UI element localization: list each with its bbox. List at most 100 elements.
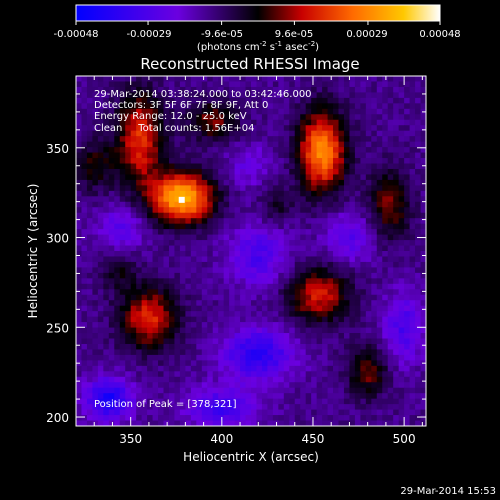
heatmap-cell — [365, 382, 372, 389]
heatmap-cell — [360, 212, 367, 219]
heatmap-cell — [278, 261, 285, 268]
heatmap-cell — [300, 360, 307, 367]
heatmap-cell — [371, 343, 378, 350]
heatmap-cell — [179, 415, 186, 421]
heatmap-cell — [141, 158, 148, 164]
heatmap-cell — [125, 114, 132, 121]
heatmap-cell — [185, 393, 192, 400]
heatmap-cell — [283, 245, 290, 252]
heatmap-cell — [398, 311, 405, 318]
heatmap-cell — [322, 349, 328, 356]
heatmap-cell — [119, 229, 126, 235]
heatmap-cell — [196, 311, 203, 318]
heatmap-cell — [409, 158, 416, 164]
heatmap-cell — [338, 125, 345, 132]
heatmap-cell — [207, 119, 214, 126]
heatmap-cell — [212, 420, 219, 427]
heatmap-cell — [201, 234, 208, 241]
heatmap-cell — [365, 365, 372, 372]
heatmap-cell — [190, 141, 197, 148]
heatmap-cell — [234, 196, 241, 203]
heatmap-cell — [103, 387, 110, 394]
heatmap-cell — [147, 97, 153, 104]
heatmap-cell — [409, 141, 416, 148]
heatmap-cell — [207, 141, 214, 148]
heatmap-cell — [360, 294, 367, 301]
heatmap-cell — [398, 349, 405, 356]
heatmap-cell — [86, 376, 93, 383]
heatmap-cell — [338, 365, 345, 372]
heatmap-cell — [322, 300, 328, 307]
heatmap-cell — [251, 305, 257, 312]
heatmap-cell — [125, 343, 132, 350]
heatmap-cell — [283, 147, 290, 153]
heatmap-cell — [409, 97, 416, 104]
info-annotations: 29-Mar-2014 03:38:24.000 to 03:42:46.000… — [94, 89, 312, 410]
heatmap-cell — [240, 354, 246, 361]
heatmap-cell — [305, 272, 312, 279]
heatmap-cell — [130, 376, 137, 383]
heatmap-cell — [207, 158, 214, 164]
heatmap-cell — [316, 163, 323, 170]
heatmap-cell — [114, 125, 121, 132]
heatmap-cell — [147, 360, 153, 367]
heatmap-cell — [119, 376, 126, 383]
heatmap-cell — [86, 305, 93, 312]
heatmap-cell — [136, 207, 143, 214]
heatmap-cell — [125, 376, 132, 383]
heatmap-cell — [179, 229, 186, 235]
heatmap-cell — [382, 333, 389, 339]
heatmap-cell — [398, 81, 405, 88]
heatmap-cell — [147, 114, 153, 121]
heatmap-cell — [316, 278, 323, 285]
heatmap-cell — [119, 343, 126, 350]
heatmap-cell — [349, 343, 356, 350]
heatmap-cell — [114, 119, 121, 126]
heatmap-cell — [349, 338, 356, 345]
heatmap-cell — [393, 97, 400, 104]
heatmap-cell — [125, 108, 132, 115]
heatmap-cell — [245, 322, 252, 328]
heatmap-cell — [81, 261, 88, 268]
heatmap-cell — [289, 398, 296, 405]
heatmap-cell — [360, 174, 367, 181]
heatmap-cell — [251, 404, 257, 410]
heatmap-cell — [354, 283, 361, 290]
heatmap-cell — [349, 360, 356, 367]
heatmap-cell — [267, 196, 274, 203]
heatmap-cell — [316, 212, 323, 219]
heatmap-cell — [272, 283, 279, 290]
heatmap-cell — [272, 185, 279, 192]
heatmap-cell — [190, 119, 197, 126]
heatmap-cell — [223, 196, 230, 203]
heatmap-cell — [163, 152, 170, 159]
heatmap-cell — [245, 179, 252, 186]
heatmap-cell — [393, 338, 400, 345]
heatmap-cell — [371, 376, 378, 383]
heatmap-cell — [251, 316, 257, 323]
heatmap-cell — [354, 371, 361, 378]
heatmap-cell — [92, 147, 99, 153]
heatmap-cell — [174, 92, 181, 99]
heatmap-cell — [382, 343, 389, 350]
heatmap-cell — [141, 415, 148, 421]
heatmap-cell — [212, 283, 219, 290]
heatmap-cell — [343, 125, 350, 132]
heatmap-cell — [141, 240, 148, 246]
heatmap-cell — [382, 168, 389, 175]
heatmap-cell — [158, 147, 164, 153]
heatmap-cell — [108, 256, 115, 263]
heatmap-cell — [108, 272, 115, 279]
heatmap-cell — [174, 212, 181, 219]
heatmap-cell — [141, 97, 148, 104]
heatmap-cell — [338, 185, 345, 192]
heatmap-cell — [420, 404, 427, 410]
heatmap-cell — [365, 343, 372, 350]
heatmap-cell — [207, 322, 214, 328]
heatmap-cell — [168, 404, 175, 410]
heatmap-cell — [382, 141, 389, 148]
heatmap-cell — [97, 338, 104, 345]
heatmap-cell — [141, 382, 148, 389]
heatmap-cell — [141, 179, 148, 186]
heatmap-cell — [256, 393, 263, 400]
